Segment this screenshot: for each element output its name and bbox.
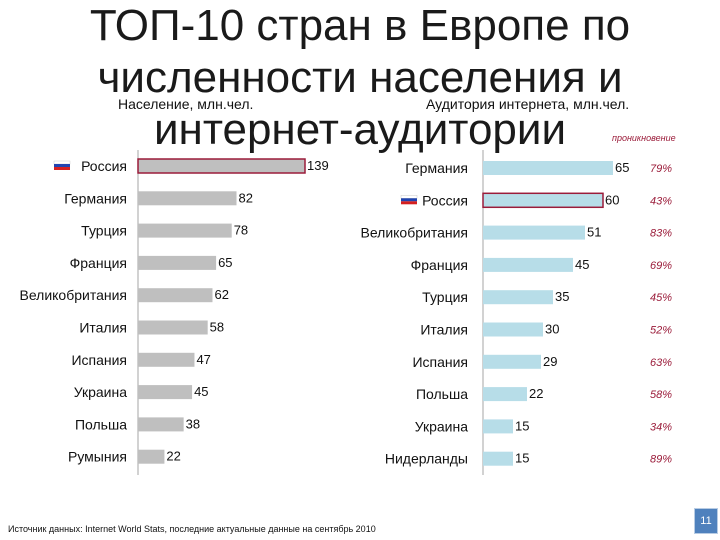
data-label: 15 [515,451,529,466]
internet-bar [483,290,553,305]
data-label: 82 [239,190,253,205]
category-label: Польша [416,386,468,402]
category-label: Великобритания [19,287,127,303]
population-bar [138,385,193,400]
category-label: Франция [411,257,468,273]
russia-flag-icon [400,195,418,205]
category-label: Румыния [68,449,127,465]
category-label: Италия [79,320,127,336]
population-bar [138,320,208,335]
internet-bar [483,225,585,240]
population-bar [138,288,213,303]
penetration-column-header: проникновение [612,133,676,143]
data-label: 47 [196,352,210,367]
data-label: 65 [615,160,629,175]
data-label: 65 [218,255,232,270]
category-label: Украина [74,384,128,400]
population-bar [138,449,165,464]
internet-bar [483,387,527,402]
penetration-label: 34% [650,421,672,433]
category-label: Турция [81,223,127,239]
population-bar [138,352,195,367]
penetration-label: 52% [650,325,672,337]
population-bar [138,191,237,206]
category-label: Германия [405,160,468,176]
penetration-label: 58% [650,389,672,401]
internet-bar [483,161,613,175]
category-label: Испания [71,352,127,368]
data-label: 45 [575,257,589,272]
page-number: 11 [694,508,718,534]
penetration-label: 79% [650,163,672,175]
internet-bar [483,354,541,369]
penetration-label: 45% [650,292,672,304]
data-label: 58 [210,320,224,335]
internet-chart-subtitle: Аудитория интернета, млн.чел. [426,96,630,112]
page-title: ТОП-10 стран в Европе по численности нас… [89,1,631,154]
population-bar [138,223,232,238]
category-label: Испания [412,354,468,370]
category-label: Россия [81,158,127,174]
data-label: 35 [555,289,569,304]
category-label: Украина [415,418,469,434]
data-label: 22 [529,386,543,401]
penetration-label: 69% [650,260,672,272]
category-label: Турция [422,289,468,305]
data-label: 29 [543,354,557,369]
internet-bar [483,322,543,337]
data-label: 62 [214,287,228,302]
category-label: Россия [422,192,468,208]
data-label: 78 [234,223,248,238]
internet-bar [483,257,573,272]
penetration-label: 43% [650,195,672,207]
russia-flag-icon [53,160,71,170]
internet-bar [482,192,604,209]
data-label: 15 [515,418,529,433]
penetration-label: 83% [650,228,672,240]
category-label: Франция [70,255,127,271]
data-label: 51 [587,225,601,240]
population-bar [138,255,217,270]
data-label: 45 [194,384,208,399]
category-label: Великобритания [360,225,468,241]
data-label: 22 [166,449,180,464]
internet-bar [483,419,513,434]
data-label: 139 [307,158,329,173]
category-label: Германия [64,190,127,206]
penetration-label: 63% [650,357,672,369]
penetration-label: 89% [650,454,672,466]
population-bar [138,417,184,432]
category-label: Италия [420,322,468,338]
internet-bar [483,451,513,466]
data-label: 38 [186,416,200,431]
data-label: 60 [605,192,619,207]
population-bar [137,158,306,174]
category-label: Польша [75,416,127,432]
population-chart-subtitle: Население, млн.чел. [118,96,254,112]
source-note: Источник данных: Internet World Stats, п… [8,524,376,534]
data-label: 30 [545,322,559,337]
category-label: Нидерланды [385,451,468,467]
